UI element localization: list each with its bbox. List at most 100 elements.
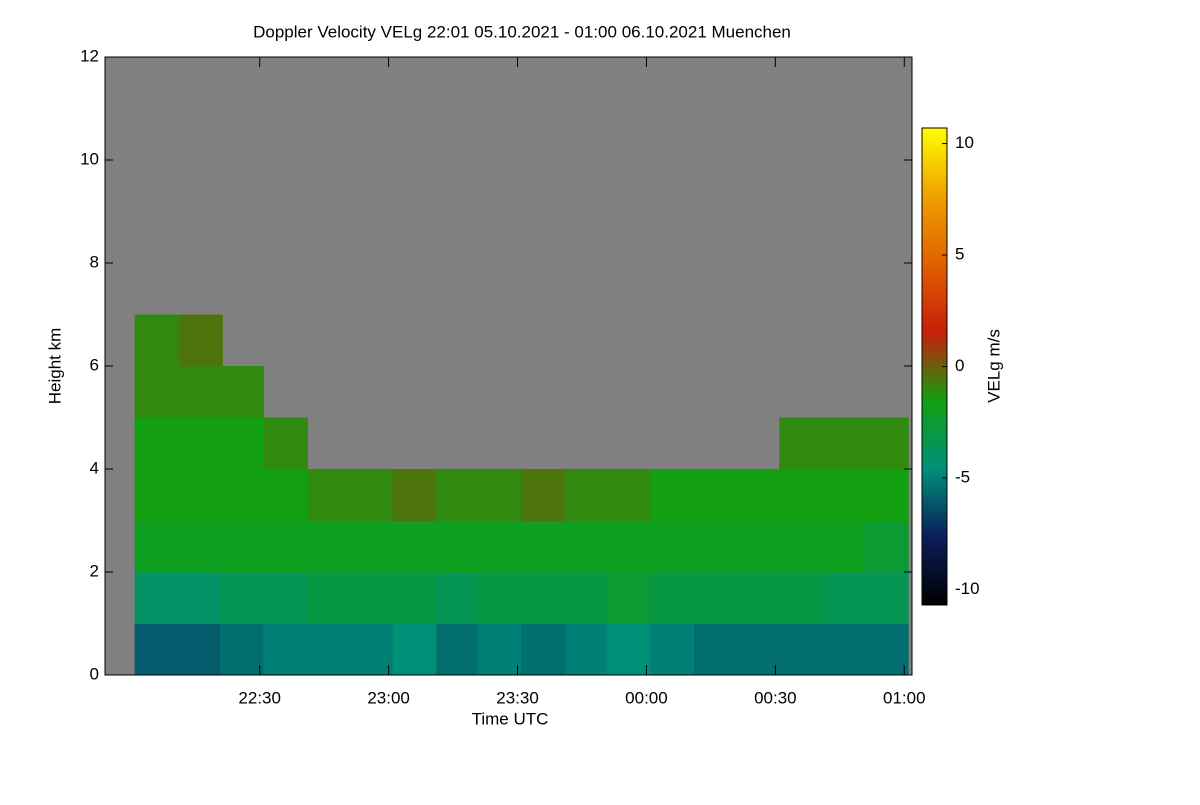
heatmap-cell: [263, 572, 308, 624]
x-tick-label: 23:00: [367, 688, 410, 707]
heatmap-cell: [823, 623, 868, 676]
heatmap-cell: [348, 520, 393, 573]
x-tick-label: 22:30: [238, 688, 281, 707]
heatmap-cell: [864, 623, 909, 676]
heatmap-cell: [735, 469, 780, 521]
heatmap-cell: [219, 469, 265, 521]
heatmap-cell: [134, 417, 179, 470]
heatmap-cell: [348, 469, 393, 521]
heatmap-cell: [178, 469, 223, 521]
heatmap-cell: [864, 572, 909, 624]
heatmap-cell: [864, 520, 909, 573]
heatmap-cell: [392, 469, 437, 521]
heatmap-cell: [178, 520, 223, 573]
heatmap-cell: [263, 469, 308, 521]
heatmap-cell: [263, 623, 308, 676]
heatmap-cell: [650, 520, 695, 573]
x-tick-label: 00:00: [625, 688, 668, 707]
heatmap-cell: [348, 623, 393, 676]
heatmap-cell: [178, 366, 223, 418]
heatmap-cell: [521, 572, 566, 624]
heatmap-cell: [735, 572, 780, 624]
heatmap-cell: [219, 623, 265, 676]
heatmap-cell: [263, 417, 308, 470]
heatmap-cell: [779, 469, 824, 521]
y-tick-label: 12: [80, 46, 99, 65]
heatmap-cell: [134, 572, 179, 624]
x-tick-label: 01:00: [883, 688, 926, 707]
heatmap-cell: [565, 572, 610, 624]
heatmap-cell: [864, 469, 909, 521]
y-tick-label: 6: [90, 355, 99, 374]
heatmap-cell: [694, 520, 739, 573]
heatmap-cell: [565, 469, 610, 521]
heatmap-cell: [606, 520, 651, 573]
heatmap-cell: [219, 366, 265, 418]
heatmap-cell: [392, 572, 437, 624]
colorbar-tick-label: 0: [955, 356, 964, 375]
heatmap-cell: [219, 520, 265, 573]
heatmap-cell: [436, 469, 481, 521]
heatmap-cell: [779, 520, 824, 573]
heatmap-cell: [565, 520, 610, 573]
heatmap-cell: [263, 520, 308, 573]
heatmap-cell: [436, 623, 481, 676]
heatmap-cell: [565, 623, 610, 676]
heatmap-cell: [307, 520, 352, 573]
heatmap-cell: [134, 623, 179, 676]
heatmap-cell: [521, 623, 566, 676]
heatmap-cell: [219, 572, 265, 624]
heatmap-cell: [477, 623, 522, 676]
y-tick-label: 0: [90, 664, 99, 683]
heatmap-cell: [178, 572, 223, 624]
heatmap-cell: [606, 469, 651, 521]
heatmap-cell: [694, 572, 739, 624]
x-tick-label: 00:30: [754, 688, 797, 707]
heatmap-cell: [650, 572, 695, 624]
heatmap-cell: [307, 623, 352, 676]
heatmap-cell: [779, 417, 824, 470]
chart-title: Doppler Velocity VELg 22:01 05.10.2021 -…: [253, 22, 791, 41]
heatmap-cell: [178, 417, 223, 470]
y-tick-label: 2: [90, 561, 99, 580]
colorbar-label: VELg m/s: [984, 329, 1003, 403]
heatmap-cell: [823, 572, 868, 624]
heatmap-cell: [134, 469, 179, 521]
colorbar-tick-label: -10: [955, 579, 980, 598]
heatmap-cell: [694, 623, 739, 676]
heatmap-cell: [606, 623, 651, 676]
heatmap-cell: [436, 572, 481, 624]
heatmap-cell: [134, 520, 179, 573]
heatmap-cell: [477, 469, 522, 521]
heatmap-cell: [650, 469, 695, 521]
y-tick-label: 4: [90, 458, 99, 477]
heatmap-cell: [823, 417, 868, 470]
heatmap-cell: [178, 623, 223, 676]
heatmap-cell: [307, 572, 352, 624]
colorbar-tick-label: 5: [955, 245, 964, 264]
heatmap-cell: [823, 520, 868, 573]
heatmap-cell: [735, 623, 780, 676]
heatmap-cell: [307, 469, 352, 521]
x-axis-label: Time UTC: [472, 709, 549, 728]
y-tick-label: 10: [80, 149, 99, 168]
y-tick-label: 8: [90, 252, 99, 271]
heatmap-cell: [477, 572, 522, 624]
heatmap-cell: [477, 520, 522, 573]
heatmap-cell: [392, 520, 437, 573]
heatmap-cell: [650, 623, 695, 676]
heatmap-cell: [134, 366, 179, 418]
heatmap-cell: [348, 572, 393, 624]
heatmap-cell: [436, 520, 481, 573]
heatmap-cell: [823, 469, 868, 521]
heatmap-cell: [735, 520, 780, 573]
heatmap-cell: [521, 469, 566, 521]
heatmap-cell: [779, 623, 824, 676]
y-axis-label: Height km: [45, 328, 64, 405]
heatmap-cell: [779, 572, 824, 624]
x-tick-label: 23:30: [496, 688, 539, 707]
colorbar-tick-label: 10: [955, 133, 974, 152]
heatmap-cell: [864, 417, 909, 470]
